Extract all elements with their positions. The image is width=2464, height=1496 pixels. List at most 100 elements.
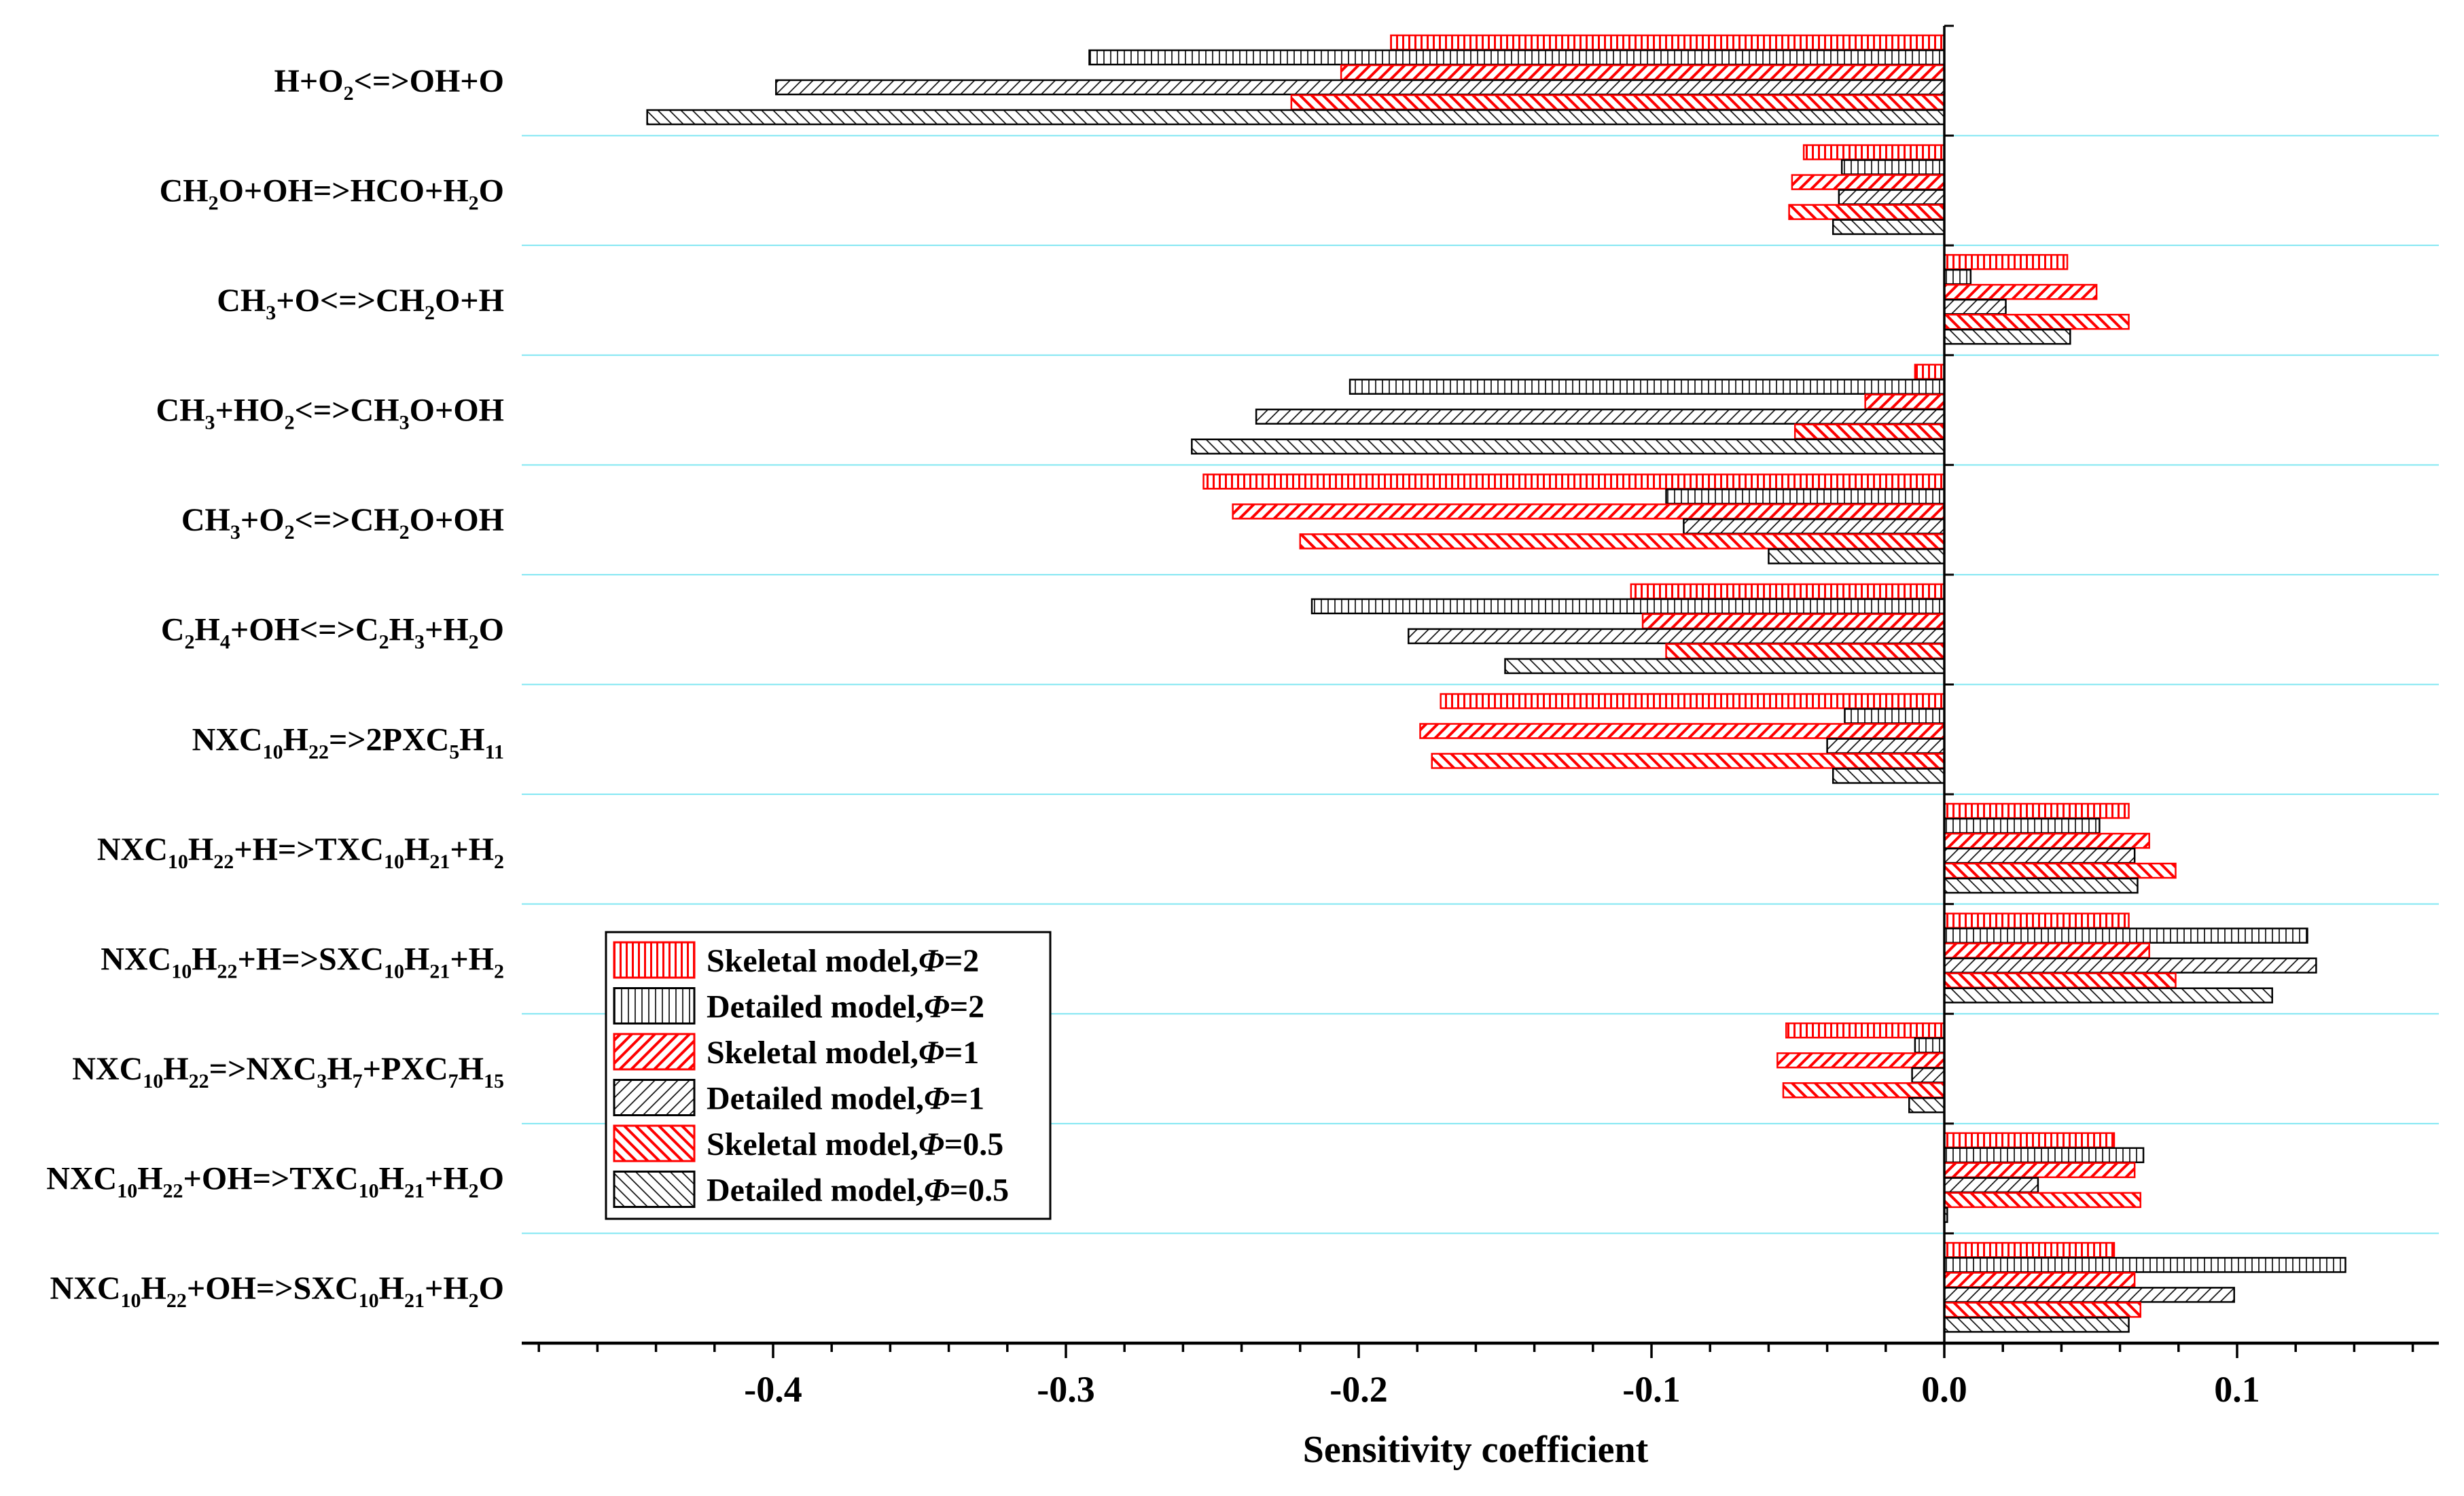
bar-series-3-cat-3 bbox=[1255, 408, 1946, 425]
bar-series-5-cat-3 bbox=[1191, 438, 1946, 455]
bar-series-0-cat-3 bbox=[1914, 363, 1946, 380]
grid-lines bbox=[522, 135, 2439, 1234]
bar-series-0-cat-0 bbox=[1390, 34, 1946, 51]
category-label: C2H4+OH<=>C2H3+H2O bbox=[161, 612, 504, 654]
bar-series-4-cat-2 bbox=[1943, 313, 2130, 330]
bar-series-1-cat-1 bbox=[1840, 159, 1946, 175]
bar-series-4-cat-0 bbox=[1290, 94, 1946, 111]
bar-series-1-cat-9 bbox=[1914, 1037, 1946, 1054]
legend-label-1: Detailed model,Φ=2 bbox=[707, 989, 984, 1025]
category-label: NXC10H22+H=>SXC10H21+H2 bbox=[101, 941, 504, 982]
bar-series-0-cat-10 bbox=[1943, 1132, 2115, 1149]
bar-series-3-cat-11 bbox=[1943, 1287, 2235, 1303]
category-label: CH3+O<=>CH2O+H bbox=[217, 283, 504, 324]
x-tick-label: -0.4 bbox=[744, 1369, 802, 1410]
bar-series-0-cat-11 bbox=[1943, 1242, 2115, 1258]
bar-series-5-cat-8 bbox=[1943, 987, 2273, 1003]
bar-series-3-cat-10 bbox=[1943, 1177, 2039, 1194]
category-label: NXC10H22+OH=>TXC10H21+H2O bbox=[46, 1161, 504, 1203]
bar-series-4-cat-8 bbox=[1943, 972, 2177, 989]
category-label: CH2O+OH=>HCO+H2O bbox=[160, 173, 504, 214]
bar-series-0-cat-2 bbox=[1943, 253, 2069, 270]
bar-series-5-cat-9 bbox=[1908, 1097, 1946, 1114]
legend-label-3: Detailed model,Φ=1 bbox=[707, 1081, 984, 1117]
bar-series-0-cat-5 bbox=[1630, 583, 1946, 600]
bar-series-4-cat-5 bbox=[1665, 643, 1946, 660]
bar-series-1-cat-4 bbox=[1665, 488, 1946, 505]
bar-series-5-cat-1 bbox=[1832, 219, 1946, 235]
bar-series-3-cat-1 bbox=[1838, 189, 1946, 205]
bar-series-5-cat-7 bbox=[1943, 877, 2139, 894]
x-tick-label: -0.1 bbox=[1622, 1369, 1680, 1410]
bar-series-4-cat-7 bbox=[1943, 862, 2177, 879]
bar-series-1-cat-0 bbox=[1088, 49, 1946, 66]
bar-series-3-cat-8 bbox=[1943, 957, 2317, 974]
bar-series-3-cat-7 bbox=[1943, 847, 2136, 864]
bar-series-2-cat-8 bbox=[1943, 942, 2150, 959]
x-tick-label: 0.1 bbox=[2214, 1369, 2260, 1410]
legend-swatch-4 bbox=[613, 1124, 696, 1162]
bar-series-2-cat-5 bbox=[1641, 613, 1946, 630]
bar-series-4-cat-10 bbox=[1943, 1192, 2142, 1209]
legend: Skeletal model,Φ=2 Detailed model,Φ=2 Skel… bbox=[605, 931, 1052, 1220]
x-tick-label: 0.0 bbox=[1921, 1369, 1967, 1410]
bar-series-3-cat-2 bbox=[1943, 298, 2007, 315]
bar-series-2-cat-0 bbox=[1340, 64, 1946, 81]
legend-swatch-5 bbox=[613, 1171, 696, 1208]
bar-series-4-cat-9 bbox=[1782, 1082, 1946, 1099]
bar-series-2-cat-10 bbox=[1943, 1162, 2136, 1179]
legend-label-2: Skeletal model,Φ=1 bbox=[707, 1035, 979, 1071]
bar-series-1-cat-7 bbox=[1943, 817, 2101, 834]
x-tick-label: -0.3 bbox=[1037, 1369, 1094, 1410]
bar-series-2-cat-3 bbox=[1864, 393, 1946, 410]
bar-series-4-cat-4 bbox=[1299, 533, 1946, 550]
legend-swatch-0 bbox=[613, 941, 696, 979]
bar-series-2-cat-1 bbox=[1791, 174, 1946, 190]
bar-series-1-cat-8 bbox=[1943, 927, 2308, 944]
bar-series-0-cat-4 bbox=[1202, 474, 1946, 490]
x-tick-label: -0.2 bbox=[1329, 1369, 1387, 1410]
bar-series-0-cat-8 bbox=[1943, 912, 2130, 929]
x-axis-title: Sensitivity coefficient bbox=[1303, 1429, 1649, 1471]
category-label: CH3+O2<=>CH2O+OH bbox=[181, 502, 504, 544]
bar-series-0-cat-6 bbox=[1440, 693, 1946, 709]
bar-series-4-cat-6 bbox=[1431, 753, 1946, 769]
category-label: NXC10H22=>2PXC5H11 bbox=[192, 722, 504, 763]
legend-label-4: Skeletal model,Φ=0.5 bbox=[707, 1126, 1003, 1162]
bar-series-2-cat-7 bbox=[1943, 832, 2150, 849]
x-axis: -0.4 -0.3 -0.2 -0.1 0.0 0.1 bbox=[522, 24, 2439, 1410]
category-label: CH3+HO2<=>CH3O+OH bbox=[156, 393, 504, 434]
bar-series-1-cat-6 bbox=[1844, 708, 1946, 724]
bar-series-4-cat-1 bbox=[1788, 204, 1946, 220]
bar-series-0-cat-1 bbox=[1802, 144, 1946, 160]
bar-series-2-cat-4 bbox=[1232, 503, 1946, 520]
bar-series-3-cat-9 bbox=[1911, 1067, 1946, 1084]
bar-series-5-cat-11 bbox=[1943, 1317, 2130, 1333]
bar-series-2-cat-11 bbox=[1943, 1272, 2136, 1288]
bar-series-3-cat-6 bbox=[1826, 738, 1946, 754]
bar-series-0-cat-9 bbox=[1785, 1022, 1946, 1039]
category-labels: H+O2<=>OH+O CH2O+OH=>HCO+H2O CH3+O<=>CH2O+… bbox=[46, 63, 504, 1312]
bar-series-3-cat-4 bbox=[1683, 518, 1946, 535]
bar-series-5-cat-4 bbox=[1768, 548, 1946, 565]
category-label: NXC10H22+H=>TXC10H21+H2 bbox=[97, 832, 504, 873]
legend-swatch-3 bbox=[613, 1079, 696, 1116]
bar-series-3-cat-5 bbox=[1408, 628, 1946, 645]
bar-series-1-cat-3 bbox=[1349, 378, 1946, 395]
legend-swatch-1 bbox=[613, 987, 696, 1025]
bar-series-5-cat-2 bbox=[1943, 328, 2071, 345]
bar-series-1-cat-5 bbox=[1310, 598, 1946, 615]
legend-label-0: Skeletal model,Φ=2 bbox=[707, 943, 979, 979]
bar-series-0-cat-7 bbox=[1943, 802, 2130, 819]
bar-series-1-cat-11 bbox=[1943, 1257, 2346, 1273]
bar-series-3-cat-0 bbox=[775, 79, 1946, 96]
bar-series-4-cat-3 bbox=[1793, 423, 1946, 440]
category-label: H+O2<=>OH+O bbox=[274, 63, 504, 105]
bar-series-1-cat-10 bbox=[1943, 1147, 2145, 1164]
bar-series-1-cat-2 bbox=[1943, 268, 1972, 285]
bar-series-2-cat-2 bbox=[1943, 283, 2098, 300]
category-label: NXC10H22+OH=>SXC10H21+H2O bbox=[50, 1270, 504, 1312]
bar-series-4-cat-11 bbox=[1943, 1302, 2142, 1318]
